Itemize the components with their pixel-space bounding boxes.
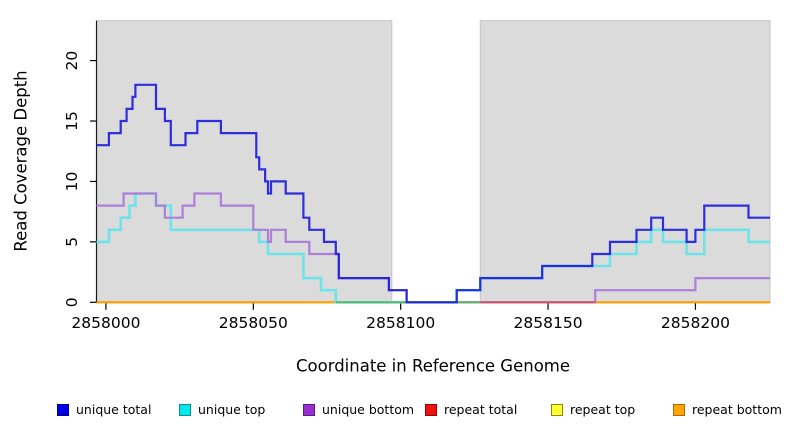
series-line-unique-top	[96, 192, 770, 304]
x-tick-label: 2858050	[219, 314, 288, 332]
legend-item-repeat-top: repeat top	[551, 402, 635, 417]
legend-item-unique-total: unique total	[57, 402, 151, 417]
x-tick-label: 2858000	[71, 314, 140, 332]
legend-swatch-repeat-top	[551, 403, 563, 416]
x-tick-label: 2858100	[366, 314, 435, 332]
x-tick-label: 2858150	[514, 314, 583, 332]
legend-item-unique-top: unique top	[179, 402, 265, 417]
plot-panel-left	[96, 20, 393, 303]
y-tick-label: 5	[63, 237, 81, 247]
y-tick-label: 10	[63, 172, 81, 192]
legend-swatch-unique-total	[57, 403, 69, 416]
legend-label-unique-top: unique top	[198, 402, 266, 417]
y-tick-label: 0	[63, 297, 81, 307]
plot-panel-right	[479, 20, 771, 303]
legend-swatch-repeat-total	[425, 403, 437, 416]
series-line-unique-total	[96, 83, 770, 304]
x-axis-title: Coordinate in Reference Genome	[295, 356, 571, 376]
legend-swatch-unique-bottom	[303, 403, 315, 416]
legend: unique total unique top unique bottom repea…	[0, 0, 792, 417]
legend-label-unique-total: unique total	[76, 402, 152, 417]
legend-label-repeat-bottom: repeat bottom	[692, 402, 782, 417]
legend-swatch-unique-top	[179, 403, 191, 416]
legend-item-repeat-total: repeat total	[425, 402, 517, 417]
legend-item-repeat-bottom: repeat bottom	[673, 402, 782, 417]
legend-label-repeat-top: repeat top	[570, 402, 636, 417]
legend-label-repeat-total: repeat total	[444, 402, 518, 417]
y-axis-title: Read Coverage Depth	[11, 70, 31, 252]
legend-item-unique-bottom: unique bottom	[303, 402, 414, 417]
legend-label-unique-bottom: unique bottom	[322, 402, 415, 417]
y-tick-label: 20	[63, 51, 81, 71]
legend-swatch-repeat-bottom	[673, 403, 685, 416]
x-tick-label: 2858200	[661, 314, 730, 332]
y-tick-label: 15	[63, 111, 81, 131]
